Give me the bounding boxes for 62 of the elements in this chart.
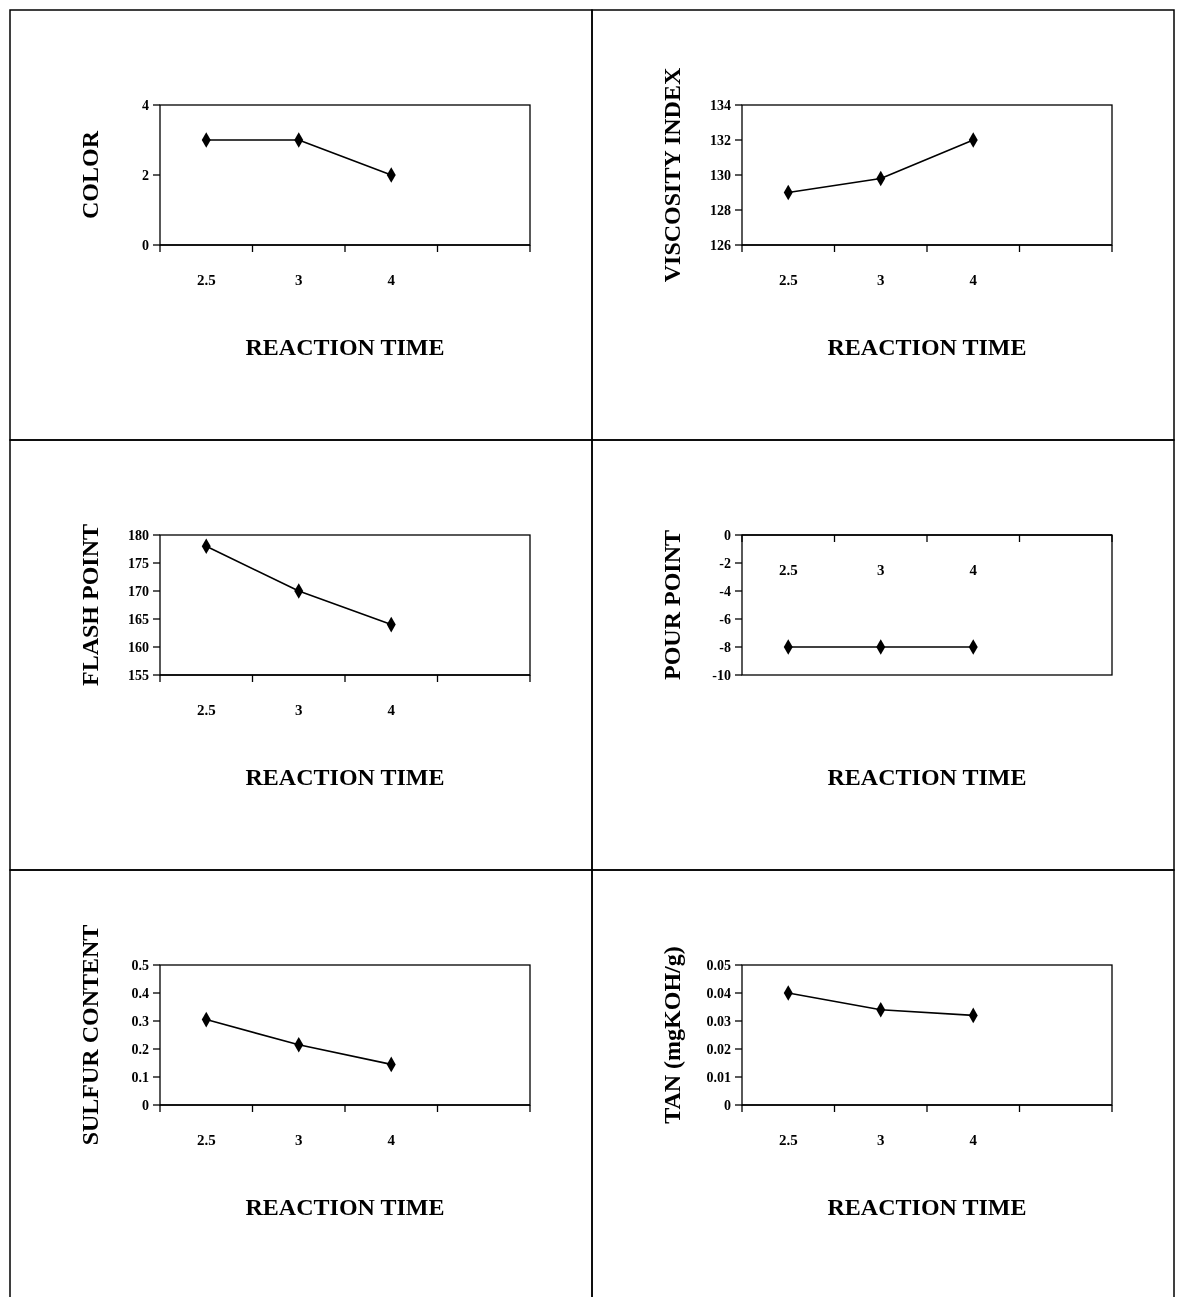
y-tick-label: 155 — [128, 667, 149, 683]
x-tick-label: 2.5 — [778, 562, 798, 578]
y-tick-label: 134 — [710, 97, 731, 113]
x-axis-title: REACTION TIME — [827, 1194, 1027, 1220]
x-tick-label: 3 — [295, 1132, 303, 1148]
y-tick-label: 175 — [128, 555, 149, 571]
y-axis-title: SULFUR CONTENT — [77, 924, 103, 1146]
x-axis-title: REACTION TIME — [245, 334, 445, 360]
x-tick-label: 2.5 — [778, 272, 798, 288]
y-tick-label: 165 — [128, 611, 149, 627]
x-tick-label: 2.5 — [778, 1132, 798, 1148]
y-axis-title: FLASH POINT — [77, 523, 103, 687]
y-tick-label: -2 — [719, 555, 731, 571]
x-tick-label: 2.5 — [196, 272, 216, 288]
y-tick-label: 0.05 — [706, 957, 731, 973]
y-tick-label: 0.1 — [131, 1069, 149, 1085]
y-tick-label: 0.03 — [706, 1013, 731, 1029]
y-tick-label: 0 — [724, 527, 731, 543]
y-tick-label: -4 — [719, 583, 731, 599]
x-axis-title: REACTION TIME — [245, 764, 445, 790]
x-tick-label: 2.5 — [196, 702, 216, 718]
y-tick-label: -6 — [719, 611, 731, 627]
y-tick-label: 0.4 — [131, 985, 149, 1001]
y-axis-title: TAN (mgKOH/g) — [659, 946, 685, 1124]
y-axis-title: POUR POINT — [659, 530, 685, 680]
x-tick-label: 4 — [969, 1132, 978, 1148]
y-tick-label: 126 — [710, 237, 731, 253]
y-tick-label: 4 — [142, 97, 149, 113]
x-tick-label: 2.5 — [196, 1132, 216, 1148]
x-tick-label: 4 — [969, 562, 978, 578]
x-axis-title: REACTION TIME — [245, 1194, 445, 1220]
y-tick-label: 0.2 — [131, 1041, 149, 1057]
x-tick-label: 3 — [295, 272, 303, 288]
x-tick-label: 4 — [387, 1132, 396, 1148]
x-axis-title: REACTION TIME — [827, 764, 1027, 790]
y-tick-label: 132 — [710, 132, 731, 148]
y-tick-label: 160 — [128, 639, 149, 655]
y-tick-label: 0.3 — [131, 1013, 149, 1029]
y-tick-label: 0.5 — [131, 957, 149, 973]
y-tick-label: 180 — [128, 527, 149, 543]
x-tick-label: 4 — [969, 272, 978, 288]
y-tick-label: 0 — [142, 1097, 149, 1113]
x-tick-label: 3 — [877, 562, 885, 578]
y-tick-label: -10 — [712, 667, 731, 683]
y-tick-label: 128 — [710, 202, 731, 218]
y-tick-label: 0.02 — [706, 1041, 731, 1057]
y-tick-label: 170 — [128, 583, 149, 599]
y-tick-label: -8 — [719, 639, 731, 655]
y-tick-label: 0 — [142, 237, 149, 253]
y-tick-label: 2 — [142, 167, 149, 183]
x-axis-title: REACTION TIME — [827, 334, 1027, 360]
y-tick-label: 0.04 — [706, 985, 731, 1001]
x-tick-label: 4 — [387, 272, 396, 288]
y-tick-label: 130 — [710, 167, 731, 183]
y-tick-label: 0.01 — [706, 1069, 731, 1085]
y-tick-label: 0 — [724, 1097, 731, 1113]
x-tick-label: 4 — [387, 702, 396, 718]
x-tick-label: 3 — [295, 702, 303, 718]
y-axis-title: VISCOSITY INDEX — [659, 67, 685, 283]
x-tick-label: 3 — [877, 272, 885, 288]
y-axis-title: COLOR — [77, 130, 103, 220]
x-tick-label: 3 — [877, 1132, 885, 1148]
